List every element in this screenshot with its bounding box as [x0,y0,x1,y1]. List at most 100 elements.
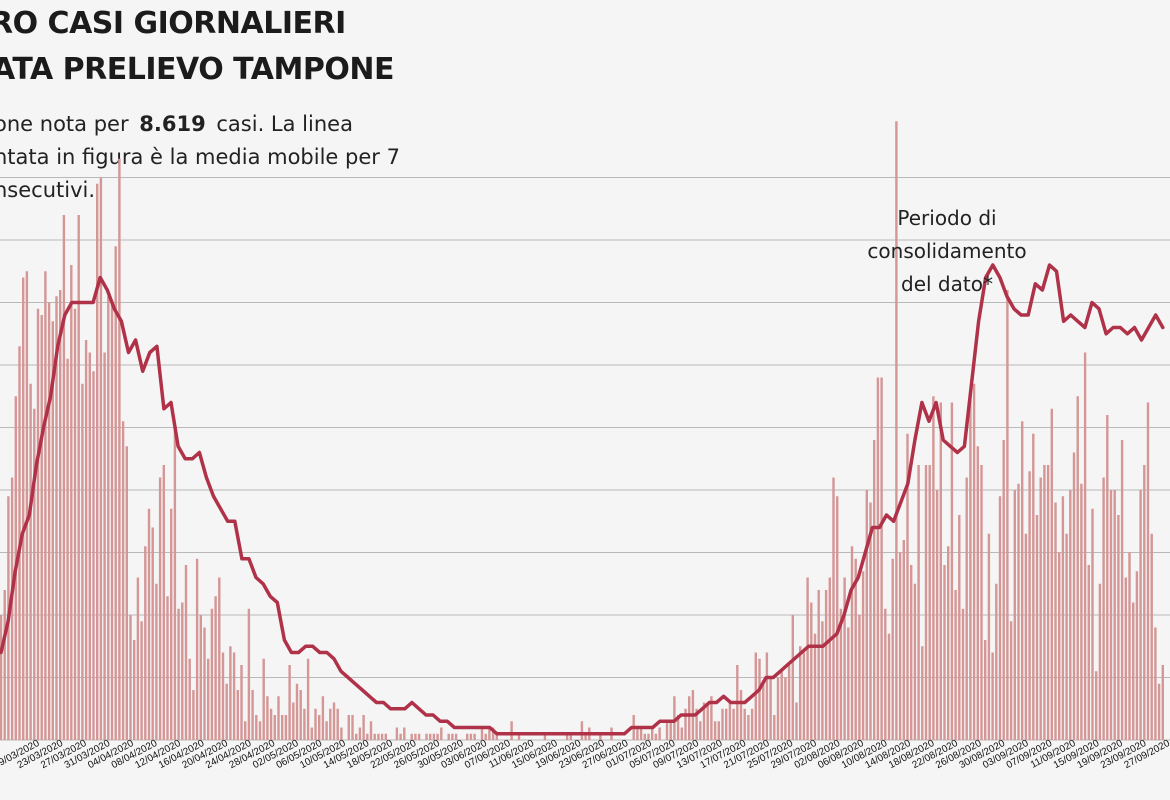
bar [321,696,325,740]
bar [303,708,306,740]
bar [147,508,151,740]
bar [636,727,639,740]
moving-average-line [0,263,1165,736]
bar [1028,471,1031,740]
bar [51,321,54,740]
bar [762,683,765,740]
bar [158,477,162,740]
bar [810,602,813,740]
bar [543,733,547,740]
bar [1006,290,1009,740]
bar [247,608,251,740]
bar [773,715,776,740]
bar [806,577,809,740]
bar [821,621,824,740]
bar [939,402,942,740]
annotation-line-2: consolidamento [867,239,1027,263]
bar [36,308,40,740]
bar [0,615,3,740]
bar [155,583,158,740]
bar [1139,490,1142,740]
bar [221,652,225,740]
bar [717,721,720,740]
bar [928,465,931,740]
bar [1091,508,1094,740]
bar [340,727,343,740]
bar [1098,583,1102,740]
bar [947,546,950,740]
bar [854,558,857,740]
bar [262,658,265,740]
bar [861,571,865,740]
bar [1120,440,1124,740]
bar [55,296,58,740]
bar [88,352,91,740]
bar [107,296,110,740]
bar [706,702,709,740]
bar [1157,683,1161,740]
bar [29,383,32,740]
chart-title-line-1: RO CASI GIORNALIERI [0,6,346,41]
bar [118,158,121,740]
bar [454,733,458,740]
bar [255,715,258,740]
bar [136,577,140,740]
bar [181,602,184,740]
bar [77,215,80,740]
bar [958,515,961,740]
bar [654,733,658,740]
bar [732,708,735,740]
bar [384,733,387,740]
bar [961,608,965,740]
bar [210,608,214,740]
bar [1054,502,1057,740]
bar [747,715,750,740]
bar [199,615,202,740]
bar [1061,496,1065,740]
bar [232,652,236,740]
bar [1032,433,1035,740]
subtitle-line-1: one nota per 8.619 casi. La linea [0,108,400,141]
bar [1017,483,1020,740]
bar [366,733,369,740]
bar [140,621,143,740]
consolidation-period-annotation: Periodo di consolidamento del dato* [847,202,1047,301]
bar [750,708,754,740]
bar [710,696,713,740]
bar [121,421,125,740]
bar [1154,627,1157,740]
subtitle-text-pre: one nota per [0,112,129,136]
bar [314,708,317,740]
bar [873,440,876,740]
bar [151,527,154,740]
bar [33,408,36,740]
bar [25,271,29,740]
bar [995,583,998,740]
bar [676,715,680,740]
bar [784,677,787,740]
bar [377,733,380,740]
bar [192,690,195,740]
bar [484,733,487,740]
bar [62,215,66,740]
bar [891,558,894,740]
bar [1083,352,1087,740]
bar [1024,533,1028,740]
bar [699,721,702,740]
bar [902,540,905,740]
bar [984,640,987,740]
bar [403,727,406,740]
bar [1080,483,1083,740]
bar [362,715,365,740]
bar [73,308,77,740]
bar [1035,515,1039,740]
bar [47,302,51,740]
bar [813,633,817,740]
bar [980,465,983,740]
bar [325,721,328,740]
bar [1095,671,1098,740]
x-axis-tick-labels: 19/03/202023/03/202027/03/202031/03/2020… [0,738,1170,771]
bar [1117,515,1120,740]
bar [688,696,691,740]
bar [1021,421,1024,740]
